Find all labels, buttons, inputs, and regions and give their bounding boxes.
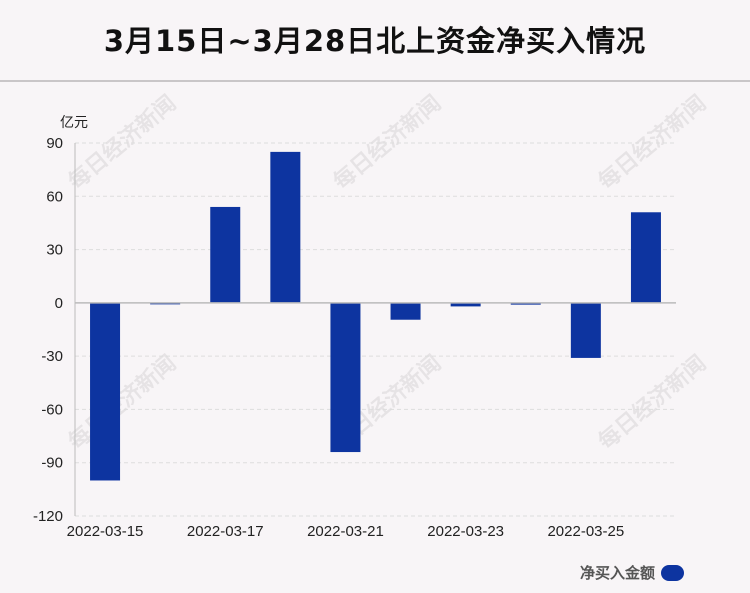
title-divider [0, 80, 750, 82]
bar [450, 302, 481, 307]
bar [630, 212, 661, 303]
legend-label: 净买入金额 [579, 564, 655, 582]
x-tick-label: 2022-03-17 [187, 523, 264, 540]
bar [210, 206, 241, 303]
y-axis-unit-label: 亿元 [60, 115, 88, 131]
x-tick-label: 2022-03-15 [67, 523, 144, 540]
x-tick-label: 2022-03-25 [547, 523, 624, 540]
x-tick-label: 2022-03-23 [427, 523, 504, 540]
bar [270, 151, 301, 303]
bar [570, 302, 601, 358]
bar [390, 302, 421, 320]
bar [90, 302, 121, 481]
y-tick-label: 0 [55, 295, 63, 312]
y-tick-label: 30 [46, 242, 63, 259]
y-tick-label: -60 [41, 401, 63, 418]
x-tick-label: 2022-03-21 [307, 523, 384, 540]
y-tick-label: -30 [41, 348, 63, 365]
bar [330, 302, 361, 453]
y-tick-label: -120 [33, 508, 63, 525]
y-tick-label: -90 [41, 455, 63, 472]
chart-title: 3月15日~3月28日北上资金净买入情况 [103, 24, 647, 58]
legend-swatch [661, 564, 684, 581]
y-tick-label: 60 [46, 188, 63, 205]
legend: 净买入金额 [580, 562, 684, 583]
y-tick-label: 90 [46, 135, 63, 152]
bar [510, 302, 541, 305]
